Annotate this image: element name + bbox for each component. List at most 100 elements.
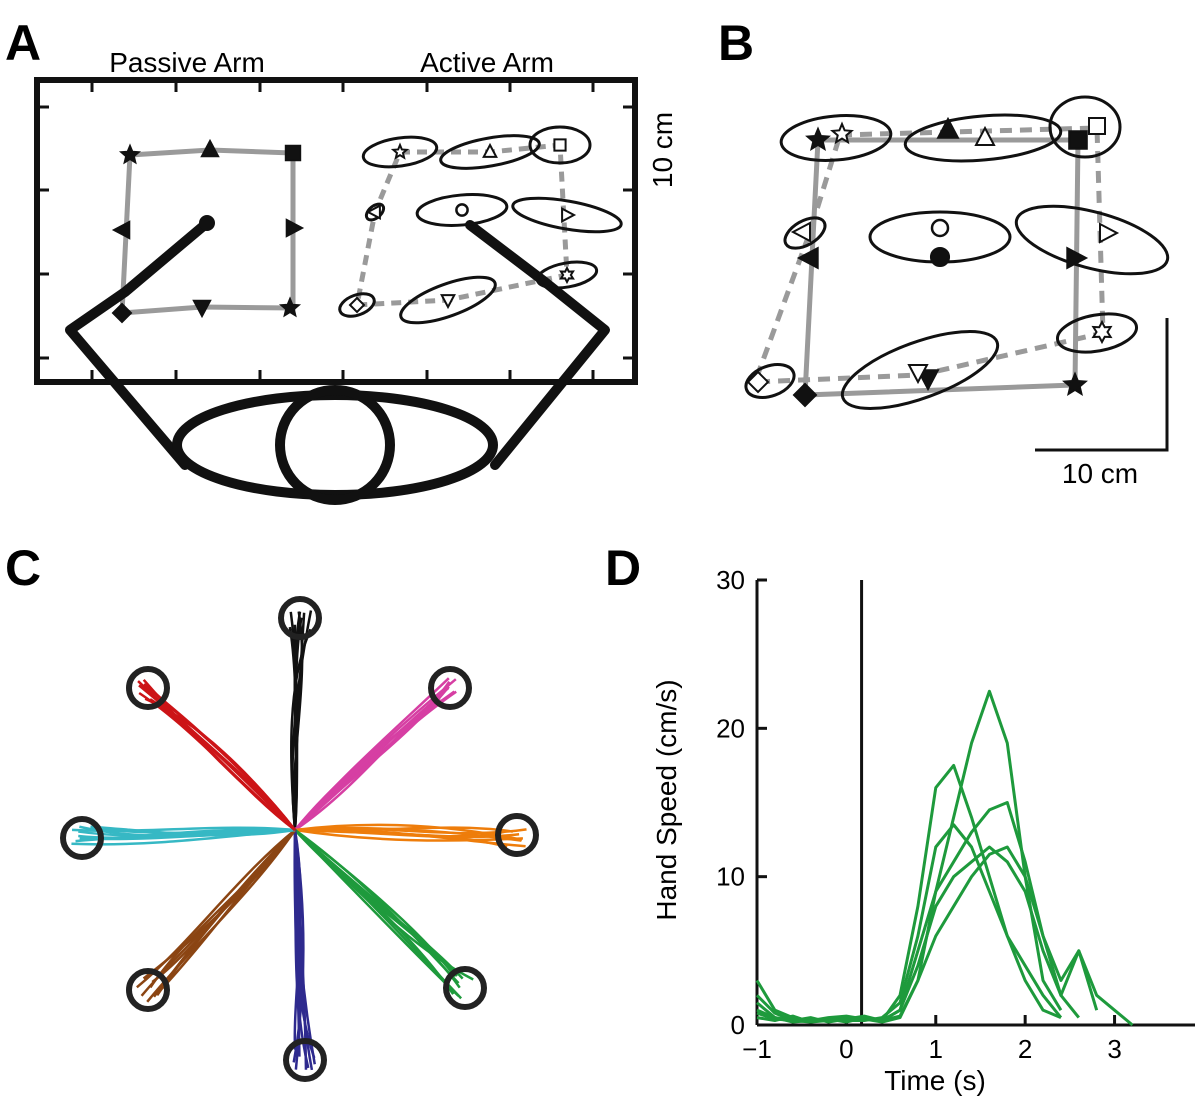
panel-label: A [5,15,41,71]
marker [284,144,302,162]
marker [365,204,381,220]
arm [65,218,212,470]
marker [482,142,498,158]
y-tick-label: 30 [716,565,745,595]
marker [805,126,831,152]
active-path [353,142,570,308]
marker [118,143,142,165]
variance-ellipse [903,113,1063,163]
marker [559,265,575,285]
marker [440,294,456,310]
target [428,666,472,710]
trajectory [294,823,523,841]
passive-path [802,137,1081,398]
variance-ellipse [361,135,439,169]
y-tick-label: 0 [731,1010,745,1040]
variance-ellipse [439,134,541,170]
y-axis-title: Hand Speed (cm/s) [651,679,682,920]
target [443,966,487,1010]
panel-label: B [718,15,754,71]
x-tick-label: −1 [742,1034,772,1064]
speed-trace [756,823,1063,1024]
arm [465,220,610,470]
marker [348,296,366,314]
variance-ellipse [399,275,497,325]
trajectory [138,691,296,831]
trajectory [294,828,524,842]
y-tick-label: 20 [716,713,745,743]
marker [830,121,854,145]
marker [285,218,305,238]
marker [916,369,940,392]
x-tick-label: 0 [839,1034,853,1064]
variance-ellipse [840,330,1000,410]
marker [1066,246,1089,270]
marker [553,138,567,152]
variance-ellipse [1048,95,1122,159]
target [278,596,322,640]
head [172,390,498,500]
target [126,968,170,1012]
variance-ellipse [1014,204,1170,276]
passive-label: Passive Arm [109,47,265,78]
trajectory [294,828,520,839]
variance-ellipse [1055,312,1139,354]
marker [111,302,133,324]
x-tick-label: 2 [1018,1034,1032,1064]
scale-label: 10 cm [1062,458,1138,489]
target [60,816,104,860]
variance-ellipse [511,196,623,234]
marker [930,218,950,238]
marker [796,246,819,270]
marker [1099,222,1120,244]
trajectory [147,687,296,831]
marker [936,116,960,139]
panel-label: D [605,540,641,596]
marker [929,246,951,268]
speed-trace [756,845,1080,1024]
trajectory [149,829,296,989]
marker [200,138,220,158]
marker [1091,319,1113,345]
variance-ellipse [779,114,893,162]
x-tick-label: 1 [929,1034,943,1064]
variance-ellipse [415,193,509,227]
marker [1088,117,1106,135]
hand [199,215,215,231]
variance-ellipse [528,125,592,165]
scale-label: 10 cm [647,112,678,188]
marker [790,221,811,243]
variance-ellipse [535,260,599,290]
scale-bar [1035,318,1169,452]
x-axis-title: Time (s) [884,1065,986,1096]
x-tick-label: 3 [1107,1034,1121,1064]
marker [792,382,818,408]
trajectory [136,829,296,989]
target [495,813,539,857]
target [126,666,170,710]
trajectory [293,617,303,831]
marker [192,299,212,319]
active-label: Active Arm [420,47,554,78]
marker [111,220,131,240]
variance-ellipse [783,216,827,250]
marker [455,203,469,217]
marker [1068,130,1088,150]
variance-ellipse [338,292,376,318]
passive-path [119,147,296,316]
marker [907,364,929,385]
marker [561,207,577,223]
speed-trace [756,845,1134,1027]
trajectory [294,829,463,1000]
speed-trace [755,801,1099,1024]
y-tick-label: 10 [716,862,745,892]
target [283,1038,327,1082]
marker [974,125,996,146]
panel-label: C [5,540,41,596]
marker [278,296,302,318]
variance-ellipse [744,363,796,399]
marker [390,142,410,160]
trajectory [294,829,458,977]
